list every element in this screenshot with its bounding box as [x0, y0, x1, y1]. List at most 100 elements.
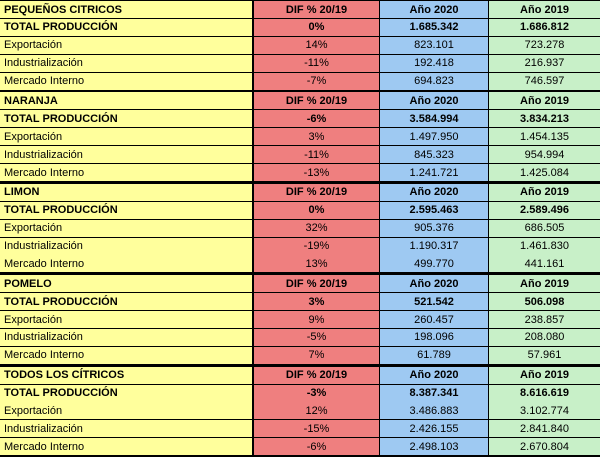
value-cell: 441.161	[489, 255, 600, 273]
column-header: Año 2019	[489, 275, 600, 293]
block-title: LIMON	[0, 183, 252, 201]
column-header: DIF % 20/19	[254, 183, 379, 201]
row-label: Industrialización	[0, 328, 252, 346]
column-header: DIF % 20/19	[254, 1, 379, 18]
column-header: Año 2020	[380, 275, 488, 293]
column-header: Año 2020	[380, 1, 488, 18]
block-title: PEQUEÑOS CITRICOS	[0, 1, 252, 18]
column-header: Año 2020	[380, 366, 488, 384]
row-label: Exportación	[0, 219, 252, 237]
value-cell: 954.994	[489, 146, 600, 164]
row-label: Exportación	[0, 311, 252, 328]
row-label: TOTAL PRODUCCIÓN	[0, 384, 252, 402]
value-cell: 1.685.342	[380, 18, 488, 36]
value-cell: 238.857	[489, 311, 600, 328]
row-label: Mercado Interno	[0, 164, 252, 181]
value-cell: -19%	[254, 237, 379, 255]
column-header: Año 2020	[380, 183, 488, 201]
value-cell: 7%	[254, 346, 379, 364]
row-label: Industrialización	[0, 54, 252, 72]
block-title: NARANJA	[0, 92, 252, 110]
column-header: DIF % 20/19	[254, 275, 379, 293]
value-cell: 3%	[254, 128, 379, 146]
row-label: Mercado Interno	[0, 346, 252, 364]
value-cell: -15%	[254, 420, 379, 438]
value-cell: 216.937	[489, 54, 600, 72]
value-cell: 2.841.840	[489, 420, 600, 438]
value-cell: 1.190.317	[380, 237, 488, 255]
column-header: DIF % 20/19	[254, 366, 379, 384]
value-cell: 13%	[254, 255, 379, 273]
value-cell: 32%	[254, 219, 379, 237]
row-label: Exportación	[0, 128, 252, 146]
value-cell: 1.454.135	[489, 128, 600, 146]
row-label: TOTAL PRODUCCIÓN	[0, 201, 252, 219]
value-cell: 8.387.341	[380, 384, 488, 402]
value-cell: 694.823	[380, 72, 488, 90]
value-cell: 1.497.950	[380, 128, 488, 146]
row-label: Exportación	[0, 402, 252, 420]
value-cell: -6%	[254, 110, 379, 128]
value-cell: 746.597	[489, 72, 600, 90]
block-title: TODOS LOS CÍTRICOS	[0, 366, 252, 384]
value-cell: -11%	[254, 146, 379, 164]
value-cell: 208.080	[489, 328, 600, 346]
column-header: DIF % 20/19	[254, 92, 379, 110]
value-cell: 3.486.883	[380, 402, 488, 420]
row-label: Mercado Interno	[0, 72, 252, 90]
block-title: POMELO	[0, 275, 252, 293]
value-cell: 3.102.774	[489, 402, 600, 420]
value-cell: -6%	[254, 438, 379, 456]
value-cell: 0%	[254, 201, 379, 219]
value-cell: 1.461.830	[489, 237, 600, 255]
row-label: Exportación	[0, 36, 252, 54]
row-label: TOTAL PRODUCCIÓN	[0, 293, 252, 311]
value-cell: 2.426.155	[380, 420, 488, 438]
value-cell: 12%	[254, 402, 379, 420]
value-cell: 2.670.804	[489, 438, 600, 456]
row-label: Mercado Interno	[0, 438, 252, 456]
value-cell: 9%	[254, 311, 379, 328]
row-label: Industrialización	[0, 420, 252, 438]
value-cell: -5%	[254, 328, 379, 346]
value-cell: 3.834.213	[489, 110, 600, 128]
value-cell: 14%	[254, 36, 379, 54]
value-cell: 198.096	[380, 328, 488, 346]
value-cell: 8.616.619	[489, 384, 600, 402]
row-label: TOTAL PRODUCCIÓN	[0, 110, 252, 128]
value-cell: 2.595.463	[380, 201, 488, 219]
column-header: Año 2020	[380, 92, 488, 110]
value-cell: 61.789	[380, 346, 488, 364]
value-cell: 845.323	[380, 146, 488, 164]
value-cell: 0%	[254, 18, 379, 36]
value-cell: 192.418	[380, 54, 488, 72]
value-cell: 823.101	[380, 36, 488, 54]
value-cell: -13%	[254, 164, 379, 181]
value-cell: 3%	[254, 293, 379, 311]
row-label: Industrialización	[0, 146, 252, 164]
column-header: Año 2019	[489, 183, 600, 201]
column-header: Año 2019	[489, 1, 600, 18]
value-cell: 506.098	[489, 293, 600, 311]
column-header: Año 2019	[489, 366, 600, 384]
value-cell: 260.457	[380, 311, 488, 328]
value-cell: -7%	[254, 72, 379, 90]
value-cell: 57.961	[489, 346, 600, 364]
value-cell: 521.542	[380, 293, 488, 311]
value-cell: 905.376	[380, 219, 488, 237]
row-label: Mercado Interno	[0, 255, 252, 273]
value-cell: 723.278	[489, 36, 600, 54]
row-label: Industrialización	[0, 237, 252, 255]
value-cell: 1.686.812	[489, 18, 600, 36]
column-header: Año 2019	[489, 92, 600, 110]
value-cell: 2.498.103	[380, 438, 488, 456]
value-cell: 1.425.084	[489, 164, 600, 181]
value-cell: -11%	[254, 54, 379, 72]
value-cell: -3%	[254, 384, 379, 402]
value-cell: 2.589.496	[489, 201, 600, 219]
value-cell: 3.584.994	[380, 110, 488, 128]
row-label: TOTAL PRODUCCIÓN	[0, 18, 252, 36]
value-cell: 499.770	[380, 255, 488, 273]
value-cell: 1.241.721	[380, 164, 488, 181]
